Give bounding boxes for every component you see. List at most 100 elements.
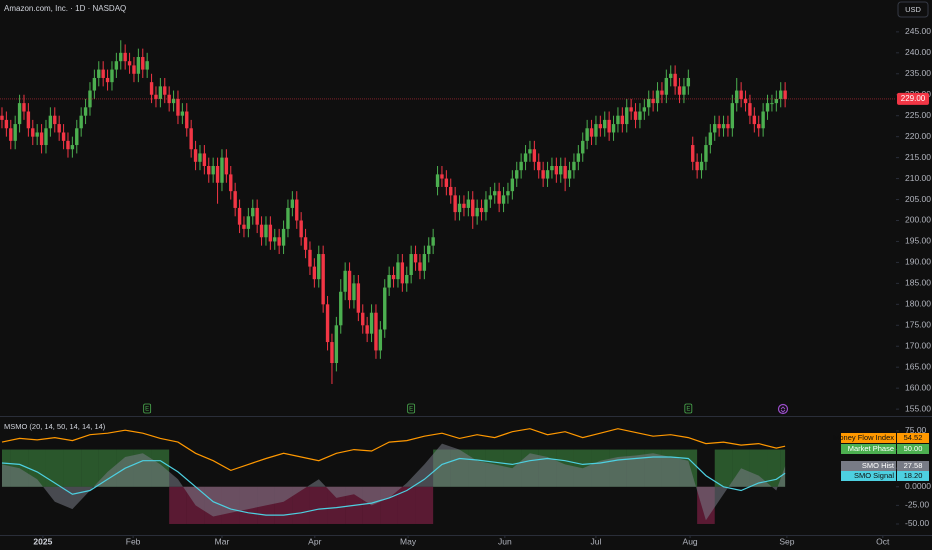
candle-body <box>101 69 105 78</box>
candle-body <box>31 128 35 137</box>
candle-body <box>400 262 405 284</box>
legend-value-box <box>897 433 929 443</box>
candle-body <box>686 77 691 87</box>
candle-body <box>312 266 317 280</box>
candle-body <box>427 245 431 255</box>
legend-value: 27.58 <box>904 461 923 470</box>
candle-body <box>251 207 255 217</box>
candle-body <box>471 199 475 217</box>
candle-body <box>620 115 625 125</box>
chart-title: Amazon.com, Inc. · 1D · NASDAQ <box>4 4 126 13</box>
legend-value: 54.52 <box>904 433 923 442</box>
candle-body <box>237 207 242 225</box>
candle-body <box>664 77 669 95</box>
legend-name-box <box>841 433 896 443</box>
candle-body <box>325 304 330 343</box>
candle-body <box>541 170 545 179</box>
candle-body <box>673 73 677 87</box>
y-tick-label: 240.00 <box>905 47 931 57</box>
y-tick-label: 160.00 <box>905 382 931 392</box>
candle-body <box>378 329 383 351</box>
candle-body <box>17 103 22 125</box>
candle-body <box>655 90 660 104</box>
candle-body <box>581 140 585 154</box>
candle-body <box>669 73 673 78</box>
candle-body <box>339 291 343 326</box>
candle-body <box>242 224 246 229</box>
candle-body <box>97 69 101 78</box>
event-marker <box>143 403 152 414</box>
candle-body <box>13 124 17 141</box>
candle-body <box>713 124 717 133</box>
candle-body <box>246 216 251 229</box>
candle-body <box>647 98 651 108</box>
candle-body <box>0 115 4 120</box>
y-tick-label: 245.00 <box>905 26 931 36</box>
market-phase-block <box>767 449 781 487</box>
x-tick-label: Jun <box>498 536 512 546</box>
candle-body <box>453 195 457 213</box>
candle-body <box>484 199 488 213</box>
candles <box>0 40 787 384</box>
candle-body <box>317 254 321 280</box>
candle-body <box>22 103 26 112</box>
candle-body <box>466 199 471 208</box>
x-tick-label: May <box>400 536 417 546</box>
candle-body <box>594 124 598 137</box>
candle-body <box>361 312 365 326</box>
candle-body <box>321 254 325 305</box>
candle-body <box>475 207 479 217</box>
y-tick-label: 235.00 <box>905 68 931 78</box>
candle-body <box>779 90 783 99</box>
legend-value-box <box>897 444 929 454</box>
candle-body <box>757 124 761 129</box>
legend-name-box <box>841 471 896 481</box>
candle-body <box>387 274 391 288</box>
candle-body <box>405 274 409 284</box>
candle-body <box>559 166 563 175</box>
candle-body <box>119 52 123 62</box>
candle-body <box>391 274 396 280</box>
candle-body <box>193 149 198 162</box>
candle-body <box>211 166 215 175</box>
candle-body <box>625 107 629 125</box>
candle-body <box>105 77 110 83</box>
legend-name-box <box>841 461 896 471</box>
candle-body <box>202 153 207 166</box>
candle-body <box>743 98 748 104</box>
candle-body <box>224 157 229 175</box>
candle-body <box>449 186 453 196</box>
candle-body <box>765 103 770 112</box>
y-tick-label: -25.00 <box>905 500 929 510</box>
candle-body <box>92 77 97 91</box>
candle-body <box>233 191 237 208</box>
last-price-box <box>897 92 929 105</box>
x-tick-label: Jul <box>591 536 602 546</box>
market-phase-block <box>45 449 64 487</box>
candle-body <box>127 61 132 66</box>
candle-body <box>352 283 356 301</box>
y-tick-label: 200.00 <box>905 215 931 225</box>
candle-body <box>290 199 295 208</box>
market-phase-block <box>81 449 99 487</box>
y-tick-label: 165.00 <box>905 361 931 371</box>
event-label: E <box>145 406 149 412</box>
x-tick-label: Feb <box>126 536 141 546</box>
candle-body <box>88 90 92 108</box>
candle-body <box>611 124 616 133</box>
market-phase-block <box>397 486 416 524</box>
candle-body <box>603 119 607 129</box>
y-tick-label: 175.00 <box>905 320 931 330</box>
candle-body <box>145 61 149 70</box>
candle-body <box>149 82 154 95</box>
legend-name: Money Flow Index <box>833 433 894 442</box>
x-tick-label: Apr <box>308 536 321 546</box>
legend-name: SMO Signal <box>854 471 894 480</box>
candle-body <box>123 52 127 62</box>
x-tick-label: Oct <box>876 536 890 546</box>
indicator-line <box>1 456 786 516</box>
candle-body <box>383 287 387 330</box>
candle-body <box>422 254 427 271</box>
candle-body <box>185 111 189 129</box>
